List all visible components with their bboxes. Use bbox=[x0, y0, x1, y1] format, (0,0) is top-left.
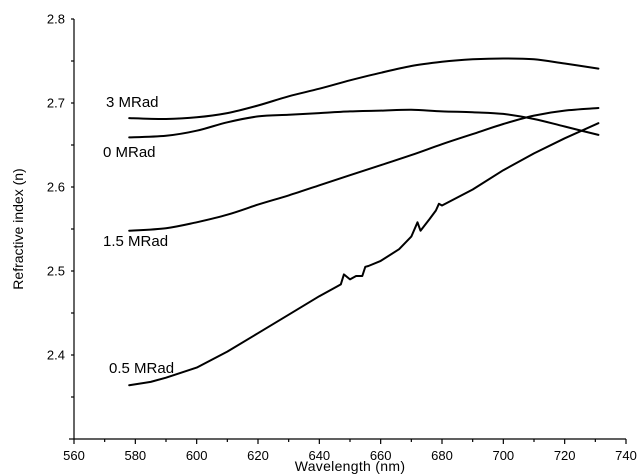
x-tick-label: 580 bbox=[124, 448, 146, 463]
series-label-0-mrad: 0 MRad bbox=[103, 144, 156, 161]
series-layer bbox=[128, 57, 600, 387]
y-tick-label: 2.5 bbox=[47, 264, 65, 279]
x-tick-label: 740 bbox=[615, 448, 637, 463]
x-tick-label: 560 bbox=[63, 448, 85, 463]
x-tick-label: 700 bbox=[492, 448, 514, 463]
x-tick-label: 720 bbox=[554, 448, 576, 463]
y-tick-label: 2.8 bbox=[47, 12, 65, 27]
y-tick-label: 2.7 bbox=[47, 96, 65, 111]
x-tick-label: 680 bbox=[431, 448, 453, 463]
x-tick-label: 640 bbox=[308, 448, 330, 463]
y-ticks: 2.4 2.5 2.6 2.7 2.8 bbox=[47, 12, 74, 440]
x-axis-title: Wavelength (nm) bbox=[295, 458, 406, 474]
series-line-1-5-mrad bbox=[128, 107, 600, 232]
y-axis-title: Refractive index (n) bbox=[10, 168, 26, 289]
y-tick-label: 2.6 bbox=[47, 180, 65, 195]
x-tick-label: 620 bbox=[247, 448, 269, 463]
series-line-0-5-mrad bbox=[128, 122, 600, 387]
x-ticks: 560 580 600 620 640 660 680 700 720 740 bbox=[63, 439, 637, 463]
series-label-0-5-mrad: 0.5 MRad bbox=[109, 360, 174, 377]
x-tick-label: 660 bbox=[370, 448, 392, 463]
series-line-0-mrad bbox=[128, 108, 600, 139]
series-line-3-mrad bbox=[128, 57, 600, 121]
y-tick-label: 2.4 bbox=[47, 348, 65, 363]
series-label-3-mrad: 3 MRad bbox=[106, 94, 159, 111]
series-label-1-5-mrad: 1.5 MRad bbox=[103, 233, 168, 250]
x-tick-label: 600 bbox=[186, 448, 208, 463]
